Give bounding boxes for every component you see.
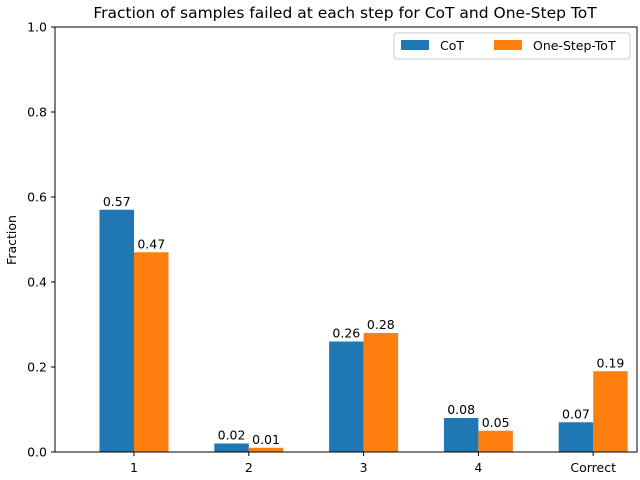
x-tick-label: 2 [245,460,253,475]
data-label: 0.28 [367,317,395,332]
bar-cot-correct [558,422,594,452]
data-label: 0.26 [332,326,360,341]
x-tick-label: 1 [130,460,138,475]
data-label: 0.02 [218,428,246,443]
bar-one-step-tot-correct [593,371,628,452]
data-label: 0.08 [447,402,475,417]
y-tick-label: 0.4 [27,275,47,290]
x-tick-label: Correct [570,460,616,475]
data-label: 0.07 [562,406,590,421]
bar-one-step-tot-2 [248,447,284,452]
legend-label: CoT [440,38,464,53]
chart-title: Fraction of samples failed at each step … [93,4,597,22]
y-axis-ticks: 0.0 0.2 0.4 0.6 0.8 1.0 [27,20,55,460]
bar-one-step-tot-4 [478,430,513,452]
bar-one-step-tot-3 [363,333,399,452]
x-axis-ticks: 1 2 3 4 Correct [130,452,616,475]
bar-one-step-tot-1 [134,252,169,452]
plot-frame [54,26,638,453]
data-label: 0.05 [482,415,510,430]
data-label: 0.57 [103,194,131,209]
bar-cot-3 [329,341,364,452]
y-tick-label: 0.0 [27,445,47,460]
bars-layer [99,209,628,452]
y-axis-label: Fraction [4,215,19,265]
bar-cot-2 [214,443,249,452]
data-label: 0.47 [137,236,165,251]
legend-swatch [494,40,522,50]
legend-swatch [401,40,429,50]
y-tick-label: 0.6 [27,190,47,205]
y-tick-label: 0.8 [27,105,47,120]
bar-cot-1 [99,209,134,452]
bar-cot-4 [443,418,479,452]
y-tick-label: 0.2 [27,360,47,375]
legend: CoT One-Step-ToT [393,32,631,60]
x-tick-label: 4 [474,460,482,475]
data-label: 0.19 [597,355,625,370]
x-tick-label: 3 [360,460,368,475]
data-label: 0.01 [252,432,280,447]
legend-label: One-Step-ToT [533,38,616,53]
y-tick-label: 1.0 [27,20,47,35]
data-labels-layer: 0.57 0.02 0.26 0.08 0.07 0.47 0.01 0.28 0.05 0.19 [103,194,625,447]
